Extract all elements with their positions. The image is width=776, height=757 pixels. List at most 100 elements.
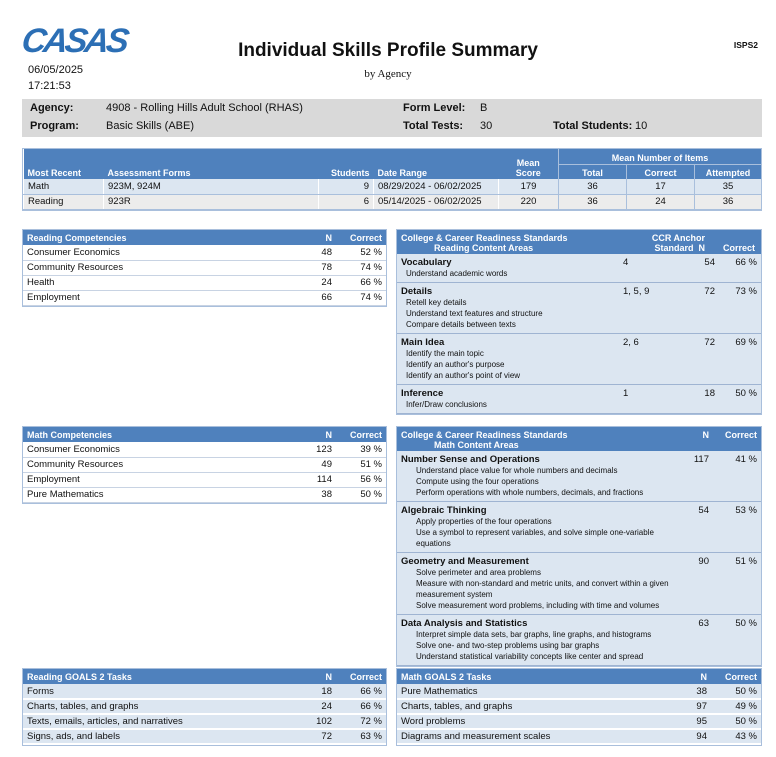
cell-label: Texts, emails, articles, and narratives: [23, 714, 286, 730]
cell-correct: 50 %: [711, 714, 761, 730]
cell-correct: 43 %: [711, 729, 761, 745]
cell-n: 54: [679, 254, 719, 283]
skill-item: Identify an author's purpose: [406, 360, 505, 369]
ccr-subtitle: Math Content Areas: [434, 440, 519, 450]
cell-forms: 923M, 924M: [103, 179, 319, 195]
cell-label: Consumer Economics: [23, 245, 286, 261]
col-correct: Correct: [336, 669, 386, 684]
ccr-title: College & Career Readiness Standards: [401, 233, 568, 243]
cell-correct: 50 %: [719, 384, 761, 414]
header-row: Reading GOALS 2 Tasks N Correct: [23, 669, 386, 684]
cell-n: 114: [286, 472, 336, 488]
col-n: N: [286, 669, 336, 684]
content-area-row: Number Sense and Operations Understand pl…: [397, 451, 761, 502]
col-attempted: Attempted: [694, 164, 761, 179]
cell-n: 49: [286, 457, 336, 473]
cell-students: 6: [318, 194, 374, 210]
skill-item: Apply properties of the four operations: [416, 517, 552, 526]
cell-correct: 39 %: [336, 442, 386, 458]
skill-item: Understand place value for whole numbers…: [416, 466, 618, 475]
cell-n: 18: [286, 684, 336, 700]
report-time: 17:21:53: [28, 80, 71, 92]
cell-forms: 923R: [103, 194, 319, 210]
col-mean-items: Mean Number of Items: [558, 149, 761, 165]
form-level-value: B: [480, 102, 488, 114]
cell-n: 102: [286, 714, 336, 730]
table-row: Health 24 66 %: [23, 275, 386, 291]
header-row: Math Competencies N Correct: [23, 427, 386, 442]
skill-item: Solve measurement word problems, includi…: [416, 601, 660, 610]
col-n: N: [286, 230, 336, 245]
reading-goals-table: Reading GOALS 2 Tasks N Correct Forms 18 66 %…: [22, 668, 387, 746]
report-subtitle: by Agency: [364, 68, 412, 80]
content-area-row: Details Retell key details Understand text…: [397, 282, 761, 334]
cell-students: 9: [318, 179, 374, 195]
table-row: Community Resources 78 74 %: [23, 260, 386, 276]
cell-correct: 66 %: [336, 699, 386, 715]
col-correct: Correct: [713, 427, 761, 451]
ccr-subtitle: Reading Content Areas: [434, 243, 534, 253]
content-area-name: Vocabulary: [401, 257, 452, 268]
math-competencies-table: Math Competencies N Correct Consumer Econom…: [22, 426, 387, 504]
cell-anchor: 1, 5, 9: [619, 282, 679, 334]
reading-competencies-table: Reading Competencies N Correct Consumer Eco…: [22, 229, 387, 307]
col-n: N: [286, 427, 336, 442]
header-row: Math GOALS 2 Tasks N Correct: [397, 669, 761, 684]
cell-label: Signs, ads, and labels: [23, 729, 286, 745]
total-tests-label: Total Tests:: [403, 120, 464, 132]
col-correct: Correct: [711, 669, 761, 684]
table-row: Math 923M, 924M 9 08/29/2024 - 06/02/2025 17…: [23, 179, 761, 195]
cell-mean-score: 179: [498, 179, 559, 195]
cell-correct: 72 %: [336, 714, 386, 730]
col-mean-score: Mean Score: [498, 149, 559, 179]
cell-correct: 73 %: [719, 282, 761, 334]
table-row: Texts, emails, articles, and narratives 1…: [23, 714, 386, 730]
skill-item: Infer/Draw conclusions: [406, 400, 487, 409]
report-info-bar: Agency: 4908 - Rolling Hills Adult Schoo…: [22, 99, 762, 137]
table-row: Employment 114 56 %: [23, 472, 386, 488]
cell-label: Community Resources: [23, 260, 286, 276]
col-assessment-forms: Assessment Forms: [103, 149, 319, 179]
table-row: Pure Mathematics 38 50 %: [397, 684, 761, 700]
cell-correct-items: 17: [626, 179, 695, 195]
cell-correct-items: 24: [626, 194, 695, 210]
cell-label: Word problems: [397, 714, 661, 730]
table-row: Community Resources 49 51 %: [23, 457, 386, 473]
cell-n: 63: [673, 614, 713, 666]
col-students: Students: [318, 149, 374, 179]
cell-correct: 52 %: [336, 245, 386, 261]
header-row: Reading Competencies N Correct: [23, 230, 386, 245]
table-row: Charts, tables, and graphs 97 49 %: [397, 699, 761, 715]
skill-item: Identify the main topic: [406, 349, 484, 358]
cell-total-items: 36: [558, 179, 627, 195]
cell-n: 72: [679, 282, 719, 334]
content-area-name: Inference: [401, 388, 444, 399]
cell-n: 38: [661, 684, 711, 700]
cell-correct: 66 %: [336, 684, 386, 700]
cell-label: Community Resources: [23, 457, 286, 473]
cell-label: Health: [23, 275, 286, 291]
col-anchor-n: CCR Anchor Standard N: [619, 230, 719, 254]
cell-n: 66: [286, 290, 336, 306]
cell-label: Charts, tables, and graphs: [397, 699, 661, 715]
cell-n: 123: [286, 442, 336, 458]
cell-label: Employment: [23, 472, 286, 488]
col-most-recent: Most Recent: [23, 149, 104, 179]
cell-total-items: 36: [558, 194, 627, 210]
skill-item: Use a symbol to represent variables, and…: [416, 528, 654, 548]
cell-correct: 74 %: [336, 290, 386, 306]
cell-correct: 41 %: [713, 451, 761, 502]
col-correct: Correct: [719, 230, 761, 254]
cell-correct: 50 %: [336, 487, 386, 503]
cell-correct: 51 %: [713, 552, 761, 615]
cell-correct: 49 %: [711, 699, 761, 715]
col-total: Total: [558, 164, 627, 179]
table-row: Consumer Economics 123 39 %: [23, 442, 386, 458]
table-row: Signs, ads, and labels 72 63 %: [23, 729, 386, 745]
total-students-value: 10: [635, 120, 648, 132]
report-date: 06/05/2025: [28, 64, 84, 76]
col-title: Math GOALS 2 Tasks: [397, 669, 661, 684]
content-area-name: Geometry and Measurement: [401, 556, 529, 567]
cell-n: 97: [661, 699, 711, 715]
skill-item: Understand text features and structure: [406, 309, 543, 318]
